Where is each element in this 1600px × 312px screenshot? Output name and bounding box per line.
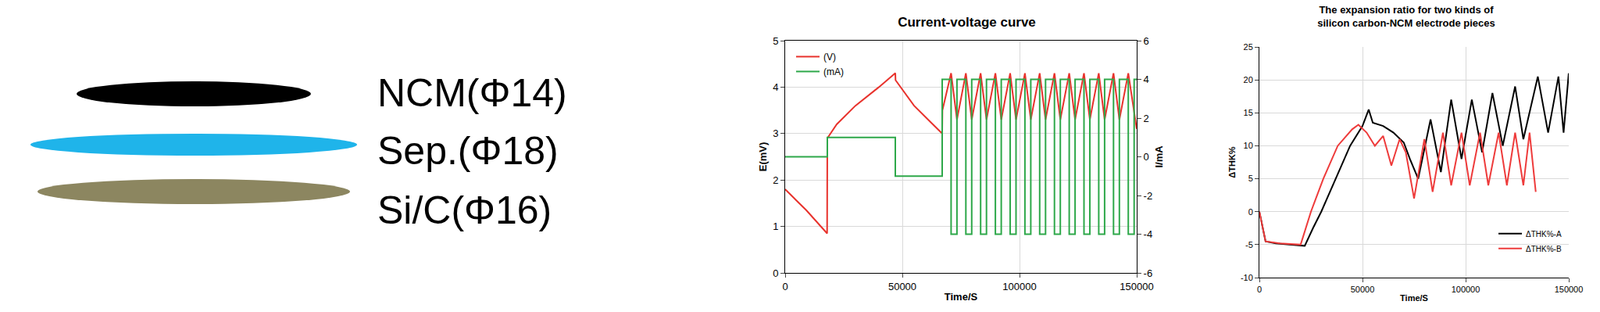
svg-text:20: 20 xyxy=(1243,75,1254,85)
svg-text:4: 4 xyxy=(1143,73,1150,86)
svg-text:50000: 50000 xyxy=(1350,284,1375,294)
svg-text:Si/C(Φ16): Si/C(Φ16) xyxy=(377,188,552,233)
svg-text:(mA): (mA) xyxy=(823,66,844,78)
svg-text:5: 5 xyxy=(1248,173,1254,183)
svg-text:Sep.(Φ18): Sep.(Φ18) xyxy=(377,128,559,173)
svg-text:4: 4 xyxy=(772,81,779,93)
svg-text:0: 0 xyxy=(1143,150,1150,163)
svg-text:0: 0 xyxy=(782,280,788,293)
svg-text:(V): (V) xyxy=(823,51,836,63)
svg-text:I/mA: I/mA xyxy=(1153,145,1165,168)
svg-text:50000: 50000 xyxy=(888,280,917,293)
svg-text:-6: -6 xyxy=(1143,267,1154,279)
svg-text:Current-voltage curve: Current-voltage curve xyxy=(897,14,1036,30)
svg-text:100000: 100000 xyxy=(1451,284,1481,294)
svg-text:150000: 150000 xyxy=(1119,280,1154,293)
svg-text:15: 15 xyxy=(1243,107,1254,118)
svg-text:10: 10 xyxy=(1243,140,1254,150)
svg-text:100000: 100000 xyxy=(1002,280,1036,293)
svg-text:6: 6 xyxy=(1143,35,1150,47)
svg-text:3: 3 xyxy=(772,127,779,140)
svg-text:25: 25 xyxy=(1243,42,1254,52)
svg-text:Time/S: Time/S xyxy=(944,290,979,303)
svg-text:2: 2 xyxy=(1143,112,1150,125)
svg-text:Time/S: Time/S xyxy=(1400,292,1429,303)
svg-text:0: 0 xyxy=(1257,284,1262,294)
svg-text:-2: -2 xyxy=(1143,189,1154,202)
svg-text:-5: -5 xyxy=(1245,239,1254,250)
svg-text:0: 0 xyxy=(1248,207,1254,217)
svg-text:0: 0 xyxy=(772,267,779,279)
svg-text:E(mV): E(mV) xyxy=(757,142,769,172)
svg-text:NCM(Φ14): NCM(Φ14) xyxy=(377,71,568,115)
svg-text:ΔTHK%-B: ΔTHK%-B xyxy=(1525,244,1562,254)
svg-text:-4: -4 xyxy=(1143,228,1154,240)
svg-text:The expansion ratio for two ki: The expansion ratio for two kinds ofsili… xyxy=(1317,3,1496,29)
svg-text:5: 5 xyxy=(772,35,779,47)
svg-text:ΔTHK%: ΔTHK% xyxy=(1227,146,1237,179)
svg-text:-10: -10 xyxy=(1240,272,1254,283)
svg-text:ΔTHK%-A: ΔTHK%-A xyxy=(1525,229,1562,239)
svg-text:150000: 150000 xyxy=(1554,284,1584,294)
svg-text:2: 2 xyxy=(772,174,779,186)
svg-text:1: 1 xyxy=(772,220,779,233)
